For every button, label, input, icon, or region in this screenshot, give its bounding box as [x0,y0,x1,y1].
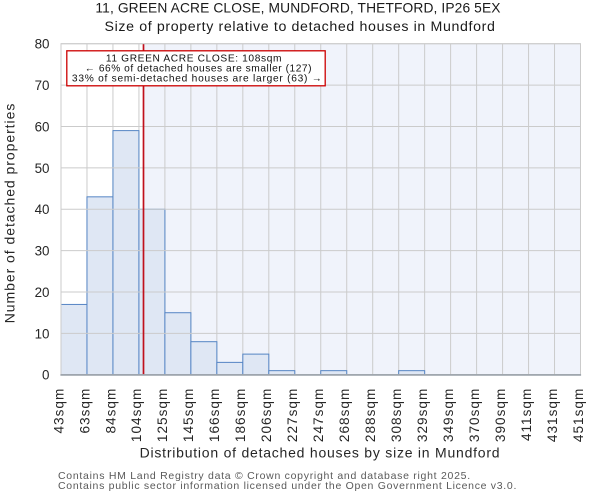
svg-text:Number of detached properties: Number of detached properties [2,103,18,324]
svg-text:33% of semi-detached houses ar: 33% of semi-detached houses are larger (… [72,73,323,84]
svg-text:50: 50 [35,161,50,176]
svg-text:Distribution of detached house: Distribution of detached houses by size … [140,444,501,460]
svg-text:Contains public sector informa: Contains public sector information licen… [58,480,517,492]
svg-text:11, GREEN ACRE CLOSE, MUNDFORD: 11, GREEN ACRE CLOSE, MUNDFORD, THETFORD… [95,1,500,16]
svg-text:104sqm: 104sqm [129,388,144,442]
svg-text:268sqm: 268sqm [337,388,352,442]
svg-text:329sqm: 329sqm [415,388,430,442]
svg-text:349sqm: 349sqm [441,388,456,442]
svg-text:431sqm: 431sqm [545,388,560,442]
svg-text:10: 10 [35,326,50,341]
svg-text:451sqm: 451sqm [571,388,586,442]
svg-text:227sqm: 227sqm [285,388,300,442]
svg-text:← 66% of detached houses are s: ← 66% of detached houses are smaller (12… [85,63,312,74]
svg-text:247sqm: 247sqm [311,388,326,442]
svg-text:11 GREEN ACRE CLOSE: 108sqm: 11 GREEN ACRE CLOSE: 108sqm [106,53,282,64]
svg-text:206sqm: 206sqm [259,388,274,442]
svg-text:60: 60 [35,119,50,134]
svg-text:288sqm: 288sqm [363,388,378,442]
svg-text:308sqm: 308sqm [389,388,404,442]
svg-text:370sqm: 370sqm [467,388,482,442]
svg-text:166sqm: 166sqm [207,388,222,442]
svg-text:84sqm: 84sqm [103,388,118,434]
svg-text:411sqm: 411sqm [519,388,534,441]
svg-text:40: 40 [35,202,50,217]
svg-text:43sqm: 43sqm [51,388,66,434]
svg-text:80: 80 [35,37,50,52]
svg-text:70: 70 [35,78,50,93]
svg-text:186sqm: 186sqm [233,388,248,442]
svg-text:Size of property relative to d: Size of property relative to detached ho… [105,19,496,35]
svg-text:145sqm: 145sqm [181,388,196,442]
svg-text:390sqm: 390sqm [493,388,508,442]
svg-text:Contains HM Land Registry data: Contains HM Land Registry data © Crown c… [58,470,471,482]
svg-text:30: 30 [35,244,50,259]
svg-text:20: 20 [35,285,50,300]
svg-text:0: 0 [42,368,49,383]
svg-text:125sqm: 125sqm [155,388,170,442]
svg-text:63sqm: 63sqm [77,388,92,434]
